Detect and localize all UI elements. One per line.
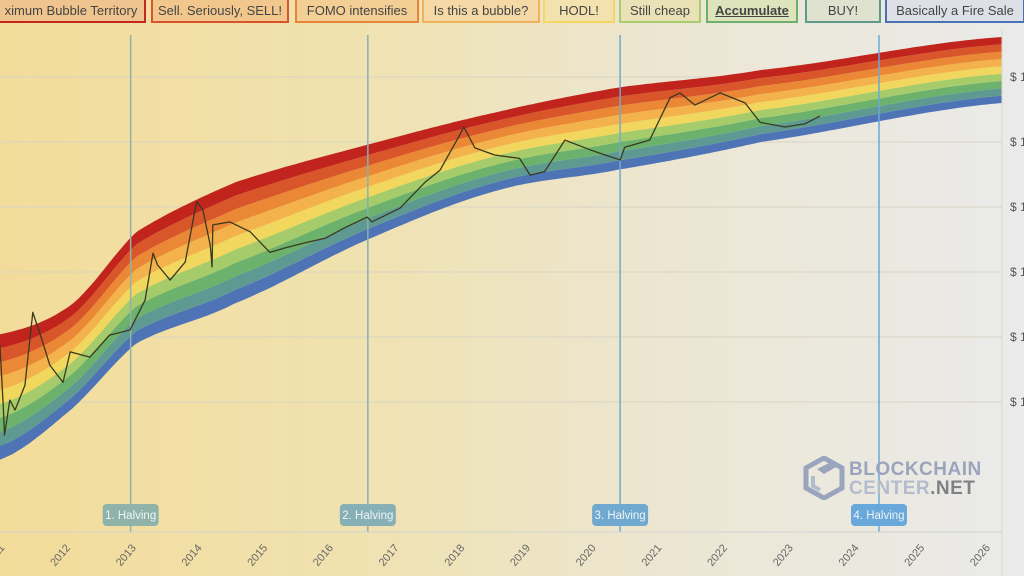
price-line — [0, 92, 821, 436]
halving-lines: 1. Halving 2. Halving 3. Halving 4. Halving — [102, 35, 907, 532]
x-tick-label: 2018 — [442, 542, 467, 568]
halving-label-box — [850, 504, 907, 526]
legend-item-2[interactable]: FOMO intensifies — [295, 0, 419, 23]
halving-label: 1. Halving — [105, 510, 156, 522]
x-tick-label: 2021 — [640, 542, 665, 568]
x-tick-label: 2011 — [0, 542, 7, 568]
logo-line1: BLOCKCHAIN — [849, 459, 982, 480]
legend-item-1[interactable]: Sell. Seriously, SELL! — [151, 0, 289, 23]
y-tick-label: $ 1 — [1010, 330, 1024, 344]
x-tick-label: 2020 — [574, 542, 599, 568]
x-tick-label: 2012 — [48, 542, 73, 568]
halving-label: 3. Halving — [595, 510, 646, 522]
legend-item-4[interactable]: HODL! — [543, 0, 615, 23]
legend-item-8[interactable]: Basically a Fire Sale — [885, 0, 1024, 23]
halving-label-box — [592, 504, 649, 526]
x-tick-label: 2014 — [180, 542, 205, 568]
legend-item-7[interactable]: BUY! — [805, 0, 881, 23]
halving-label: 2. Halving — [342, 510, 393, 522]
halving-label: 4. Halving — [853, 510, 904, 522]
x-tick-label: 2015 — [245, 542, 270, 568]
legend-item-3[interactable]: Is this a bubble? — [422, 0, 540, 23]
x-tick-label: 2023 — [771, 542, 796, 568]
logo-center: CENTER — [849, 478, 931, 499]
rainbow-bands — [0, 37, 1002, 460]
legend-item-5[interactable]: Still cheap — [619, 0, 701, 23]
blockchaincenter-logo: BLOCKCHAIN CENTER.NET — [803, 455, 993, 502]
y-tick-label: $ 1 — [1010, 135, 1024, 149]
x-tick-label: 2022 — [705, 542, 730, 568]
cube-logo-icon — [803, 455, 845, 501]
logo-line2: CENTER.NET — [849, 478, 975, 500]
x-tick-label: 2025 — [902, 542, 927, 568]
halving-label-box — [102, 504, 159, 526]
x-tick-label: 2024 — [837, 542, 862, 568]
legend-item-6[interactable]: Accumulate — [706, 0, 798, 23]
y-tick-label: $ 1 — [1010, 265, 1024, 279]
legend: ximum Bubble Territory Sell. Seriously, S… — [0, 0, 1024, 27]
x-tick-label: 2016 — [311, 542, 336, 568]
x-tick-label: 2019 — [508, 542, 533, 568]
x-tick-label: 2026 — [968, 542, 993, 568]
halving-label-box — [339, 504, 396, 526]
legend-item-0[interactable]: ximum Bubble Territory — [0, 0, 146, 23]
logo-net: .NET — [930, 478, 976, 499]
y-tick-label: $ 1 — [1010, 200, 1024, 214]
y-tick-label: $ 1 — [1010, 395, 1024, 409]
y-tick-label: $ 1 — [1010, 70, 1024, 84]
price-series — [0, 92, 821, 436]
x-tick-label: 2013 — [114, 542, 139, 568]
x-tick-label: 2017 — [377, 542, 402, 568]
